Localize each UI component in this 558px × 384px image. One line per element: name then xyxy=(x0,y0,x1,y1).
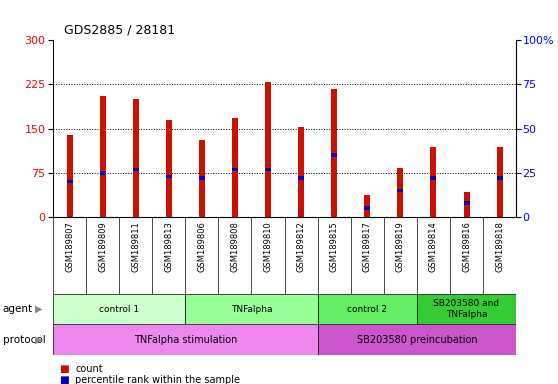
Text: GSM189817: GSM189817 xyxy=(363,221,372,271)
Bar xyxy=(464,192,469,217)
Bar xyxy=(53,324,318,355)
Text: GSM189807: GSM189807 xyxy=(65,221,74,271)
Bar xyxy=(318,294,417,324)
Bar xyxy=(66,134,73,217)
Bar xyxy=(133,99,139,217)
Bar xyxy=(318,324,516,355)
Bar xyxy=(430,176,436,180)
Bar xyxy=(265,167,271,171)
Bar xyxy=(199,141,205,217)
Text: GSM189809: GSM189809 xyxy=(98,221,107,271)
Text: agent: agent xyxy=(3,304,33,314)
Text: percentile rank within the sample: percentile rank within the sample xyxy=(75,375,240,384)
Bar xyxy=(497,147,503,217)
Text: GSM189816: GSM189816 xyxy=(462,221,471,271)
Bar xyxy=(364,206,371,210)
Text: ▶: ▶ xyxy=(35,304,43,314)
Text: ■: ■ xyxy=(59,364,68,374)
Text: GSM189814: GSM189814 xyxy=(429,221,438,271)
Bar xyxy=(100,96,105,217)
Text: ▶: ▶ xyxy=(35,335,43,345)
Text: SB203580 and
TNFalpha: SB203580 and TNFalpha xyxy=(434,300,499,319)
Text: GSM189810: GSM189810 xyxy=(263,221,272,271)
Bar xyxy=(185,294,318,324)
Bar xyxy=(66,180,73,184)
Bar xyxy=(298,176,304,180)
Bar xyxy=(100,171,105,175)
Text: ■: ■ xyxy=(59,375,68,384)
Text: GSM189811: GSM189811 xyxy=(131,221,140,271)
Bar xyxy=(166,120,172,217)
Bar xyxy=(497,176,503,180)
Text: GSM189806: GSM189806 xyxy=(198,221,206,271)
Bar xyxy=(298,127,304,217)
Text: count: count xyxy=(75,364,103,374)
Text: GSM189812: GSM189812 xyxy=(297,221,306,271)
Bar xyxy=(232,118,238,217)
Bar xyxy=(331,153,337,157)
Bar xyxy=(199,176,205,180)
Bar xyxy=(133,167,139,171)
Bar xyxy=(166,175,172,178)
Text: control 1: control 1 xyxy=(99,305,140,314)
Bar xyxy=(397,189,403,192)
Text: protocol: protocol xyxy=(3,335,46,345)
Text: GSM189818: GSM189818 xyxy=(495,221,504,271)
Text: control 2: control 2 xyxy=(347,305,387,314)
Text: GSM189813: GSM189813 xyxy=(164,221,174,271)
Bar xyxy=(430,147,436,217)
Bar xyxy=(331,89,337,217)
Bar xyxy=(364,195,371,217)
Text: GSM189808: GSM189808 xyxy=(230,221,239,271)
Bar xyxy=(397,168,403,217)
Text: GDS2885 / 28181: GDS2885 / 28181 xyxy=(64,23,175,36)
Text: SB203580 preincubation: SB203580 preincubation xyxy=(357,335,477,345)
Bar xyxy=(265,81,271,217)
Text: TNFalpha: TNFalpha xyxy=(231,305,272,314)
Text: TNFalpha stimulation: TNFalpha stimulation xyxy=(134,335,237,345)
Text: GSM189815: GSM189815 xyxy=(330,221,339,271)
Bar xyxy=(232,167,238,171)
Bar xyxy=(417,294,516,324)
Bar xyxy=(464,201,469,205)
Text: GSM189819: GSM189819 xyxy=(396,221,405,271)
Bar xyxy=(53,294,185,324)
